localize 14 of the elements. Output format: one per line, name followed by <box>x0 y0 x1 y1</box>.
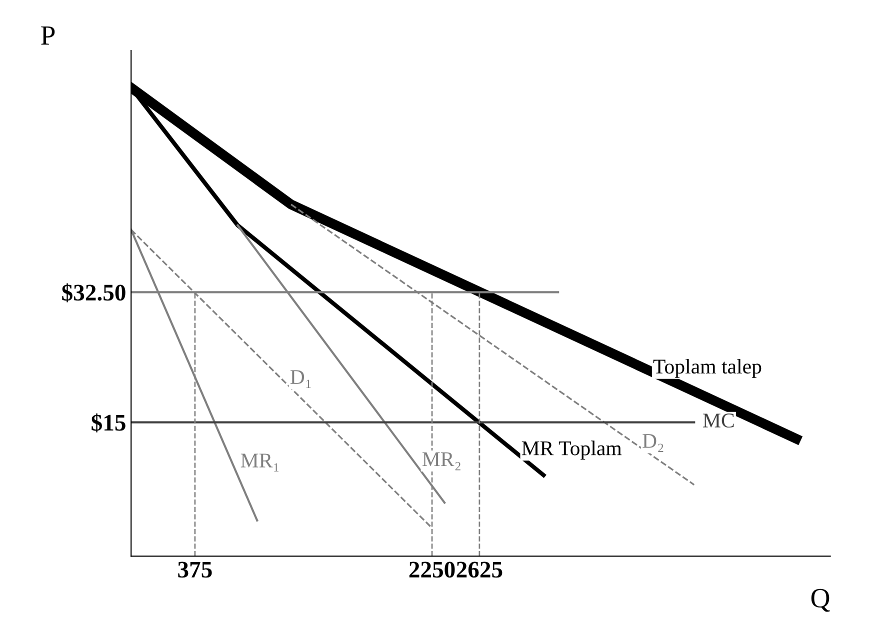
series-label: MC <box>703 414 734 428</box>
series-label: D₂ <box>642 434 664 452</box>
x-tick-label: 375 <box>178 562 212 578</box>
x-axis-title: Q <box>811 588 830 612</box>
series-label: MR₂ <box>422 452 460 470</box>
x-tick-label: 2250 <box>409 562 455 578</box>
series-label: Toplam talep <box>653 358 762 378</box>
x-tick-label: 2625 <box>456 562 502 578</box>
y-tick-label: $32.50 <box>62 283 126 302</box>
y-tick-label: $15 <box>92 413 126 432</box>
y-axis-title: P <box>41 26 55 45</box>
series-label: MR₁ <box>240 454 279 472</box>
series-label: MR Toplam <box>522 440 622 460</box>
series-label: D₁ <box>290 370 311 388</box>
